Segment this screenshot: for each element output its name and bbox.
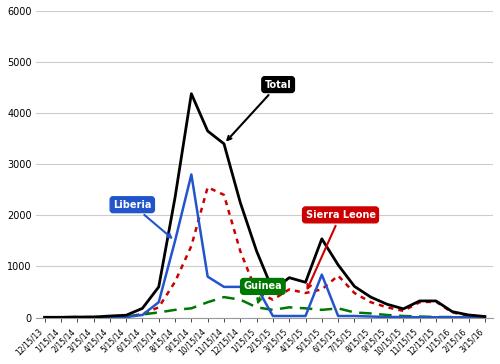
Text: Guinea: Guinea <box>244 281 282 302</box>
Text: Liberia: Liberia <box>113 200 171 238</box>
Text: Total: Total <box>228 80 292 140</box>
Text: Sierra Leone: Sierra Leone <box>306 210 376 288</box>
